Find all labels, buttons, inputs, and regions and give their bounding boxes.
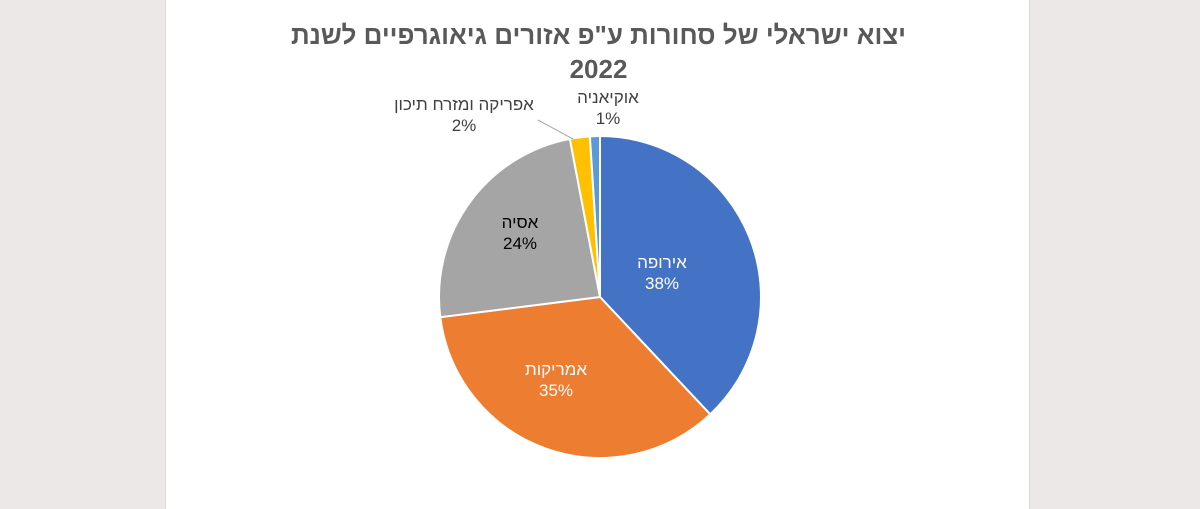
slice-percent-label-1: 35% bbox=[539, 381, 573, 400]
slice-name-label-3: אפריקה ומזרח תיכון bbox=[394, 95, 534, 114]
chart-title-line2: 2022 bbox=[569, 54, 628, 84]
chart-title-line1: יצוא ישראלי של סחורות ע"פ אזורים גיאוגרפ… bbox=[290, 20, 906, 50]
pie-chart: אירופה 38% אמריקות 35% אסיה 24% אפריקה ומזרח ת… bbox=[394, 88, 762, 459]
slice-name-label-2: אסיה bbox=[502, 213, 539, 232]
slice-name-label-0: אירופה bbox=[637, 253, 687, 272]
pie-slice-0 bbox=[599, 134, 762, 416]
slice-name-label-1: אמריקות bbox=[525, 360, 587, 379]
slice-name-label-4: אוקיאניה bbox=[577, 88, 639, 107]
slice-percent-label-2: 24% bbox=[503, 234, 537, 253]
chart-title: יצוא ישראלי של סחורות ע"פ אזורים גיאוגרפ… bbox=[166, 18, 1031, 86]
chart-card: יצוא ישראלי של סחורות ע"פ אזורים גיאוגרפ… bbox=[165, 0, 1030, 509]
slice-percent-label-0: 38% bbox=[645, 274, 679, 293]
pie-slice-1 bbox=[439, 295, 712, 459]
slice-percent-label-4: 1% bbox=[596, 109, 621, 128]
slice-percent-label-3: 2% bbox=[452, 116, 477, 135]
pie-slice-2 bbox=[438, 137, 602, 319]
leader-line-3 bbox=[537, 119, 574, 140]
pie-slice-4 bbox=[588, 134, 601, 298]
